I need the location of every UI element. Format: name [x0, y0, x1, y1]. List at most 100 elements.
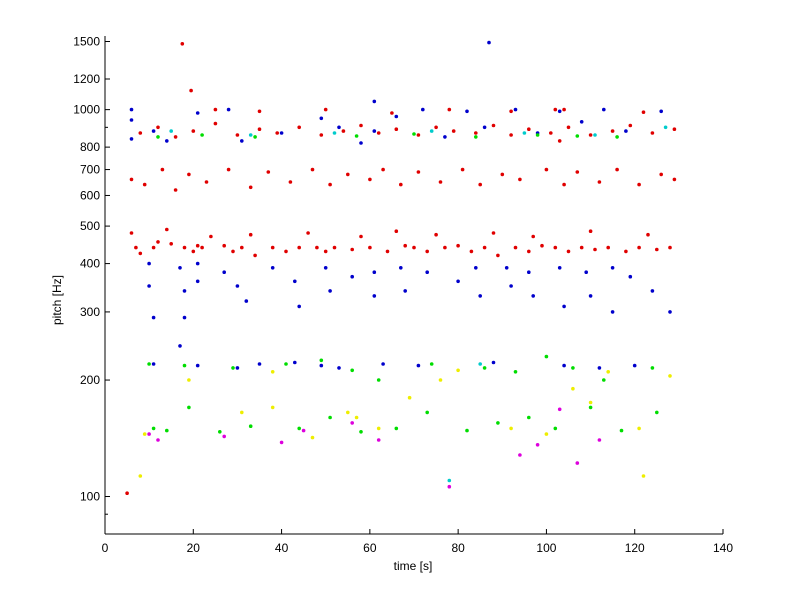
data-point	[641, 474, 646, 478]
data-point	[372, 99, 377, 104]
data-point	[527, 249, 531, 254]
data-point	[425, 270, 430, 275]
y-tick-label: 600	[80, 188, 100, 202]
data-point	[169, 242, 173, 246]
data-point	[474, 266, 478, 270]
data-point	[266, 170, 271, 174]
x-axis-label: time [s]	[394, 559, 433, 573]
data-point	[575, 461, 580, 465]
points-layer	[125, 40, 677, 496]
data-point	[270, 266, 275, 270]
data-point	[597, 180, 602, 184]
data-point	[240, 410, 244, 415]
data-point	[474, 135, 478, 139]
data-point	[306, 231, 310, 235]
data-point	[447, 478, 452, 483]
data-point	[544, 432, 549, 436]
y-tick-label: 800	[80, 140, 100, 154]
data-point	[134, 245, 138, 250]
data-point	[191, 129, 196, 133]
data-point	[151, 362, 156, 366]
data-point	[359, 430, 363, 434]
data-point	[368, 245, 372, 250]
data-point	[341, 129, 346, 133]
data-point	[659, 109, 663, 114]
data-point	[200, 245, 204, 250]
data-point	[270, 405, 275, 410]
y-tick-label: 1000	[73, 103, 100, 117]
data-point	[284, 249, 288, 254]
data-point	[147, 261, 151, 266]
data-point	[222, 243, 226, 248]
data-point	[173, 188, 178, 192]
data-point	[513, 107, 518, 112]
data-point	[337, 366, 341, 370]
y-tick-label: 200	[80, 373, 100, 387]
data-point	[222, 434, 226, 439]
data-point	[584, 270, 588, 275]
data-point	[553, 426, 558, 431]
data-point	[270, 370, 275, 374]
data-point	[301, 428, 306, 433]
data-point	[482, 366, 487, 370]
data-point	[226, 167, 231, 172]
data-point	[412, 245, 416, 250]
data-point	[456, 279, 460, 284]
data-point	[125, 491, 129, 496]
data-point	[478, 182, 483, 187]
data-point	[187, 172, 191, 177]
data-point	[500, 172, 505, 177]
data-point	[668, 374, 672, 378]
data-point	[456, 243, 460, 248]
data-point	[160, 167, 165, 172]
data-point	[557, 407, 562, 412]
data-point	[451, 129, 456, 133]
data-point	[403, 289, 408, 293]
x-tick-label: 100	[536, 541, 556, 555]
data-point	[443, 245, 447, 250]
data-point	[346, 172, 350, 177]
data-point	[253, 253, 257, 258]
data-point	[129, 231, 134, 235]
x-tick-label: 20	[187, 541, 201, 555]
data-point	[165, 428, 169, 433]
data-point	[319, 358, 324, 363]
data-point	[606, 370, 610, 374]
data-point	[465, 109, 469, 114]
data-point	[465, 428, 469, 433]
data-point	[655, 247, 659, 252]
data-point	[372, 270, 377, 275]
data-point	[579, 245, 584, 250]
data-point	[195, 363, 200, 368]
data-point	[315, 245, 319, 250]
data-point	[491, 123, 496, 128]
data-point	[240, 245, 244, 250]
data-point	[438, 378, 443, 382]
data-point	[509, 426, 513, 431]
data-point	[549, 131, 553, 135]
y-tick-label: 700	[80, 163, 100, 177]
data-point	[381, 362, 385, 366]
data-point	[187, 378, 191, 382]
data-point	[173, 135, 178, 139]
data-point	[513, 370, 518, 374]
data-point	[575, 170, 580, 174]
data-point	[165, 227, 169, 232]
data-point	[147, 432, 151, 436]
data-point	[602, 107, 606, 112]
data-point	[284, 362, 288, 366]
data-point	[624, 129, 628, 133]
data-point	[460, 167, 465, 172]
data-point	[204, 180, 209, 184]
data-point	[615, 167, 619, 172]
data-point	[447, 107, 452, 112]
data-point	[438, 180, 443, 184]
y-tick-label: 100	[80, 490, 100, 504]
x-tick-label: 140	[713, 541, 733, 555]
data-point	[350, 274, 355, 279]
data-point	[624, 249, 628, 254]
data-point	[593, 133, 597, 137]
data-point	[597, 366, 602, 370]
data-point	[151, 245, 156, 250]
